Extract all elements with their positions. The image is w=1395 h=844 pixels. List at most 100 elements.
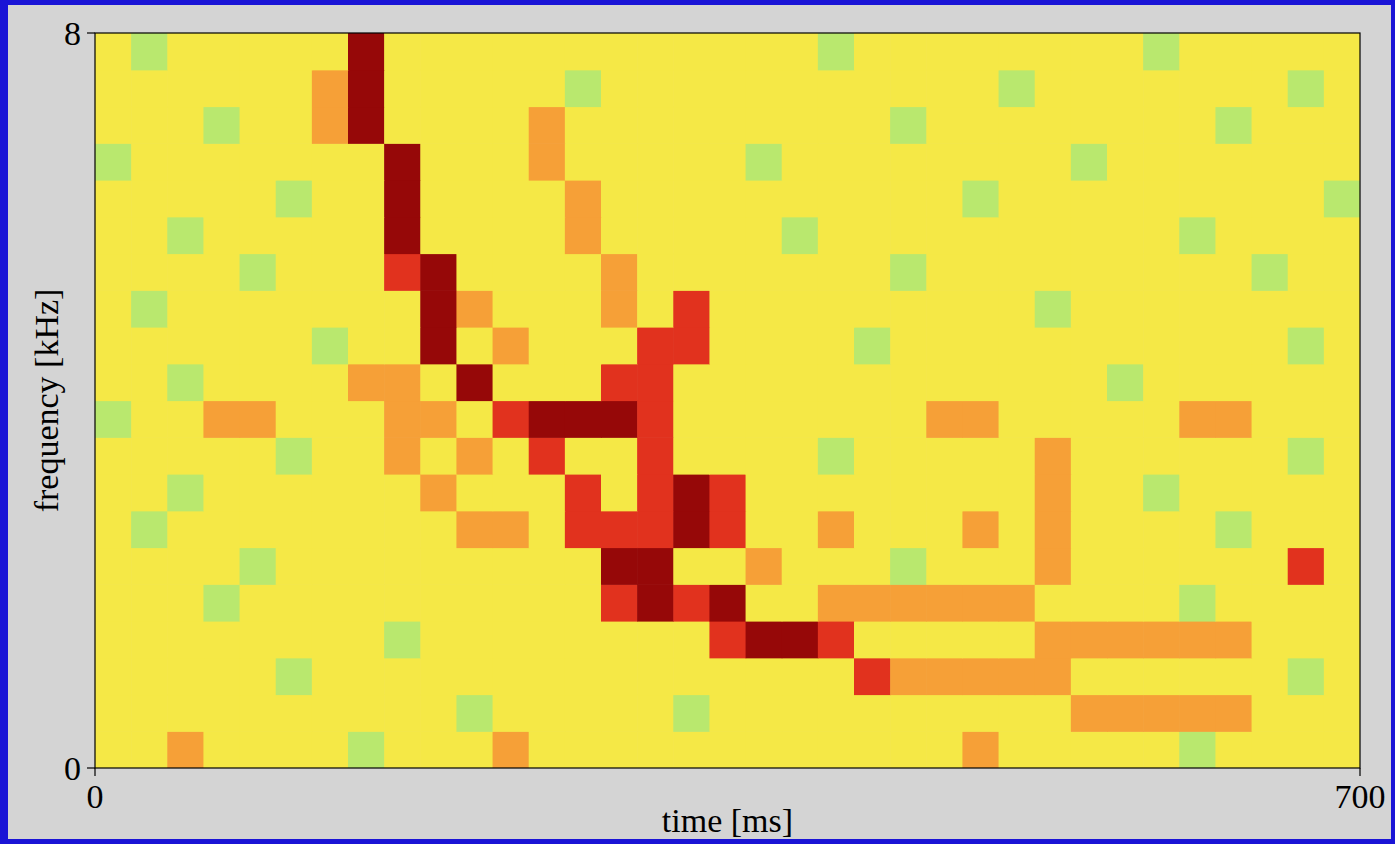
cell [203, 327, 240, 364]
cell [782, 364, 819, 401]
cell [131, 511, 168, 548]
cell [131, 70, 168, 107]
cell [167, 474, 204, 511]
cell [1324, 695, 1360, 732]
cell [493, 401, 530, 438]
cell [95, 327, 132, 364]
cell [890, 290, 927, 327]
cell [384, 217, 421, 254]
cell [276, 143, 313, 180]
cell [203, 143, 240, 180]
cell [637, 180, 674, 217]
cell [348, 511, 385, 548]
cell [1035, 437, 1072, 474]
cell [131, 695, 168, 732]
cell [999, 511, 1036, 548]
cell [637, 511, 674, 548]
cell [456, 290, 493, 327]
cell [1071, 621, 1108, 658]
cell [1252, 401, 1289, 438]
cell [1215, 658, 1252, 695]
cell [203, 548, 240, 585]
cell [890, 401, 927, 438]
cell [1179, 70, 1216, 107]
cell [962, 584, 999, 621]
cell [1143, 621, 1180, 658]
cell [131, 327, 168, 364]
cell [1324, 364, 1360, 401]
cell [312, 327, 349, 364]
cell [529, 474, 566, 511]
cell [637, 437, 674, 474]
cell [709, 584, 746, 621]
cell [348, 731, 385, 768]
cell [673, 143, 710, 180]
cell [926, 731, 963, 768]
cell [890, 327, 927, 364]
cell [493, 217, 530, 254]
cell [1143, 143, 1180, 180]
cell [1071, 695, 1108, 732]
cell [1035, 474, 1072, 511]
cell [709, 658, 746, 695]
cell [203, 621, 240, 658]
cell [1107, 584, 1144, 621]
cell [1324, 180, 1360, 217]
cell [565, 327, 602, 364]
cell [167, 143, 204, 180]
cell [926, 621, 963, 658]
cell [420, 658, 457, 695]
cell [1288, 548, 1325, 585]
cell [746, 143, 783, 180]
cell [601, 695, 638, 732]
cell [709, 33, 746, 70]
cell [1215, 180, 1252, 217]
cell [1071, 658, 1108, 695]
cell [1252, 33, 1289, 70]
cell [999, 143, 1036, 180]
cell [1215, 621, 1252, 658]
cell [782, 437, 819, 474]
cell [203, 474, 240, 511]
cell [529, 143, 566, 180]
cell [456, 474, 493, 511]
cell [962, 290, 999, 327]
cell [601, 548, 638, 585]
cell [926, 33, 963, 70]
cell [962, 364, 999, 401]
cell [95, 401, 132, 438]
cell [637, 254, 674, 291]
cell [456, 731, 493, 768]
cell [565, 254, 602, 291]
cell [420, 364, 457, 401]
cell [529, 180, 566, 217]
cell [348, 180, 385, 217]
cell [637, 658, 674, 695]
cell [529, 658, 566, 695]
cell [1035, 584, 1072, 621]
cell [384, 33, 421, 70]
cell [1143, 695, 1180, 732]
cell [348, 33, 385, 70]
cell [854, 437, 891, 474]
cell [1035, 254, 1072, 291]
cell [384, 107, 421, 144]
cell [709, 107, 746, 144]
cell [493, 695, 530, 732]
cell [601, 511, 638, 548]
cell [348, 107, 385, 144]
cell [1288, 731, 1325, 768]
cell [167, 107, 204, 144]
cell [1143, 217, 1180, 254]
cell [276, 290, 313, 327]
cell [854, 254, 891, 291]
cell [167, 33, 204, 70]
cell [1215, 33, 1252, 70]
cell [818, 254, 855, 291]
cell [565, 143, 602, 180]
cell [818, 695, 855, 732]
cell [529, 437, 566, 474]
cell [456, 107, 493, 144]
cells [95, 33, 1360, 768]
cell [1215, 327, 1252, 364]
